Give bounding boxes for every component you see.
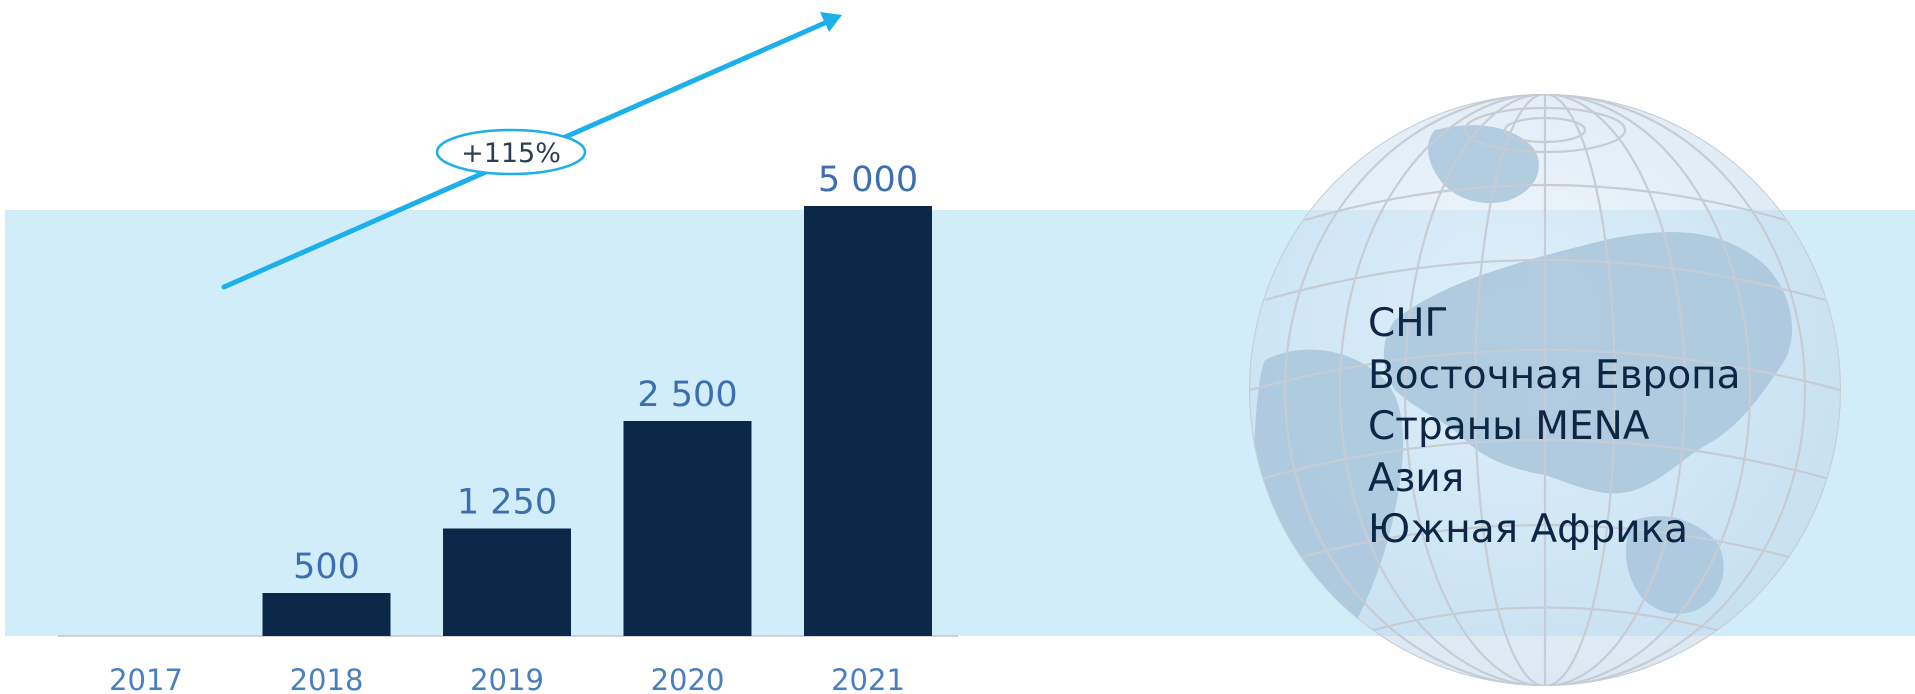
- bar-2019: [443, 528, 571, 636]
- x-tick-2019: 2019: [470, 663, 544, 694]
- value-label-2018: 500: [293, 547, 360, 587]
- value-label-2019: 1 250: [457, 483, 557, 523]
- region-item-eastern-europe: Восточная Европа: [1368, 352, 1741, 398]
- regions-list: СНГ Восточная Европа Страны MENA Азия Юж…: [1368, 298, 1741, 556]
- bar-2018: [262, 593, 391, 636]
- globe-icon: [1249, 94, 1841, 686]
- value-label-2021: 5 000: [818, 160, 918, 200]
- value-label-2020: 2 500: [637, 375, 737, 415]
- x-tick-2021: 2021: [831, 663, 905, 694]
- bar-2020: [623, 421, 752, 636]
- x-tick-2020: 2020: [651, 663, 725, 694]
- region-item-cis: СНГ: [1368, 301, 1449, 346]
- region-item-asia: Азия: [1368, 455, 1465, 501]
- x-tick-2017: 2017: [109, 663, 183, 694]
- growth-badge-label: +115%: [461, 138, 561, 169]
- region-item-mena: Страны MENA: [1368, 404, 1650, 449]
- x-tick-2018: 2018: [290, 663, 364, 694]
- growth-badge: [435, 128, 587, 176]
- region-item-south-africa: Южная Африка: [1368, 507, 1689, 552]
- bar-2021: [804, 206, 932, 636]
- arrow-head-icon: [820, 12, 842, 32]
- growth-bar-chart: +115% 500 1 250 2 500 5 000 2017 2018 2019 202…: [58, 12, 958, 694]
